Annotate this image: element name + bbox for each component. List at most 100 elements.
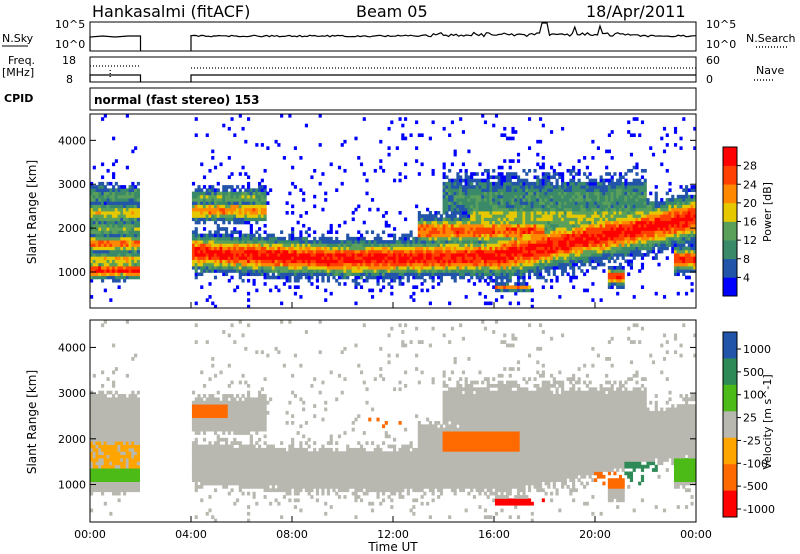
power-cell xyxy=(605,214,609,218)
power-cell xyxy=(635,236,639,241)
power-cell xyxy=(618,230,623,235)
power-cell xyxy=(420,243,424,247)
power-cell xyxy=(274,236,278,241)
power-cell xyxy=(324,265,328,270)
power-cell xyxy=(467,194,471,199)
power-cell xyxy=(527,288,532,293)
power-cell xyxy=(282,282,286,286)
power-cell xyxy=(241,246,245,251)
power-cell xyxy=(205,191,209,196)
power-cell xyxy=(640,256,645,260)
power-cell xyxy=(673,198,678,202)
power-cell xyxy=(679,227,683,231)
power-cell xyxy=(321,269,325,273)
power-cell xyxy=(486,185,490,189)
power-cell xyxy=(434,269,438,273)
power-cell xyxy=(277,256,281,260)
power-cell xyxy=(596,217,600,222)
power-cell xyxy=(640,285,645,289)
power-cell xyxy=(227,194,231,199)
power-cell xyxy=(494,272,499,277)
power-cell xyxy=(445,201,449,205)
power-cell xyxy=(109,265,113,270)
power-cell xyxy=(527,207,532,212)
power-cell xyxy=(561,243,565,247)
power-cell xyxy=(649,230,653,235)
power-cell xyxy=(415,159,419,163)
power-cell xyxy=(244,256,248,260)
power-cell xyxy=(95,227,99,231)
power-cell xyxy=(574,191,578,196)
power-cell xyxy=(541,172,545,176)
power-cell xyxy=(442,227,446,231)
power-cell xyxy=(244,207,248,212)
power-cell xyxy=(362,243,366,247)
power-cell xyxy=(233,133,237,138)
power-cell xyxy=(558,185,562,189)
power-cell xyxy=(266,243,270,247)
power-cell xyxy=(125,165,129,170)
power-cell xyxy=(241,265,245,270)
power-cell xyxy=(235,246,240,251)
power-cell xyxy=(439,259,443,264)
power-cell xyxy=(208,249,212,254)
power-cell xyxy=(572,211,576,215)
power-cell xyxy=(514,262,518,267)
power-cell xyxy=(233,214,237,218)
power-cell xyxy=(569,259,573,264)
power-cell xyxy=(580,227,584,231)
power-cell xyxy=(467,175,471,180)
power-cell xyxy=(602,217,606,222)
power-cell xyxy=(266,256,270,260)
power-cell xyxy=(486,181,490,186)
power-cell xyxy=(561,246,565,251)
power-cell xyxy=(566,236,570,241)
power-cell xyxy=(241,211,245,215)
power-cell xyxy=(511,201,515,205)
power-cell xyxy=(376,256,380,260)
power-cell xyxy=(538,207,543,212)
power-cell xyxy=(629,194,634,199)
power-cell xyxy=(464,168,468,173)
power-cell xyxy=(288,285,292,289)
power-cell xyxy=(497,214,501,218)
power-cell xyxy=(114,204,118,209)
power-cell xyxy=(282,243,286,247)
power-cell xyxy=(249,198,253,202)
power-cell xyxy=(481,259,485,264)
power-cell xyxy=(117,223,121,228)
power-cell xyxy=(120,253,124,257)
power-cell xyxy=(313,194,317,199)
power-cell xyxy=(596,240,600,244)
power-cell xyxy=(640,198,645,202)
power-cell xyxy=(125,246,129,251)
power-cell xyxy=(381,259,386,264)
power-cell xyxy=(296,285,300,289)
power-cell xyxy=(95,185,99,189)
power-cell xyxy=(216,204,220,209)
power-cell xyxy=(442,211,446,215)
power-cell xyxy=(550,217,554,222)
power-cell xyxy=(671,201,675,205)
power-cell xyxy=(114,275,118,280)
power-cell xyxy=(417,211,421,215)
power-cell xyxy=(665,143,669,147)
power-cell xyxy=(120,249,124,254)
power-cell xyxy=(621,188,625,192)
power-cell xyxy=(472,185,477,189)
power-cell xyxy=(503,188,507,192)
power-cell xyxy=(125,191,129,196)
power-cell xyxy=(657,240,661,244)
power-cell xyxy=(665,227,669,231)
power-cell xyxy=(494,275,499,280)
power-cell xyxy=(577,198,581,202)
power-cell xyxy=(282,275,286,280)
power-cell xyxy=(368,288,372,293)
power-cell xyxy=(494,278,499,283)
power-cell xyxy=(527,146,532,150)
power-cell xyxy=(497,220,501,225)
power-cell xyxy=(98,262,102,267)
power-cell xyxy=(605,211,609,215)
power-cell xyxy=(233,256,237,260)
power-cell xyxy=(632,220,636,225)
